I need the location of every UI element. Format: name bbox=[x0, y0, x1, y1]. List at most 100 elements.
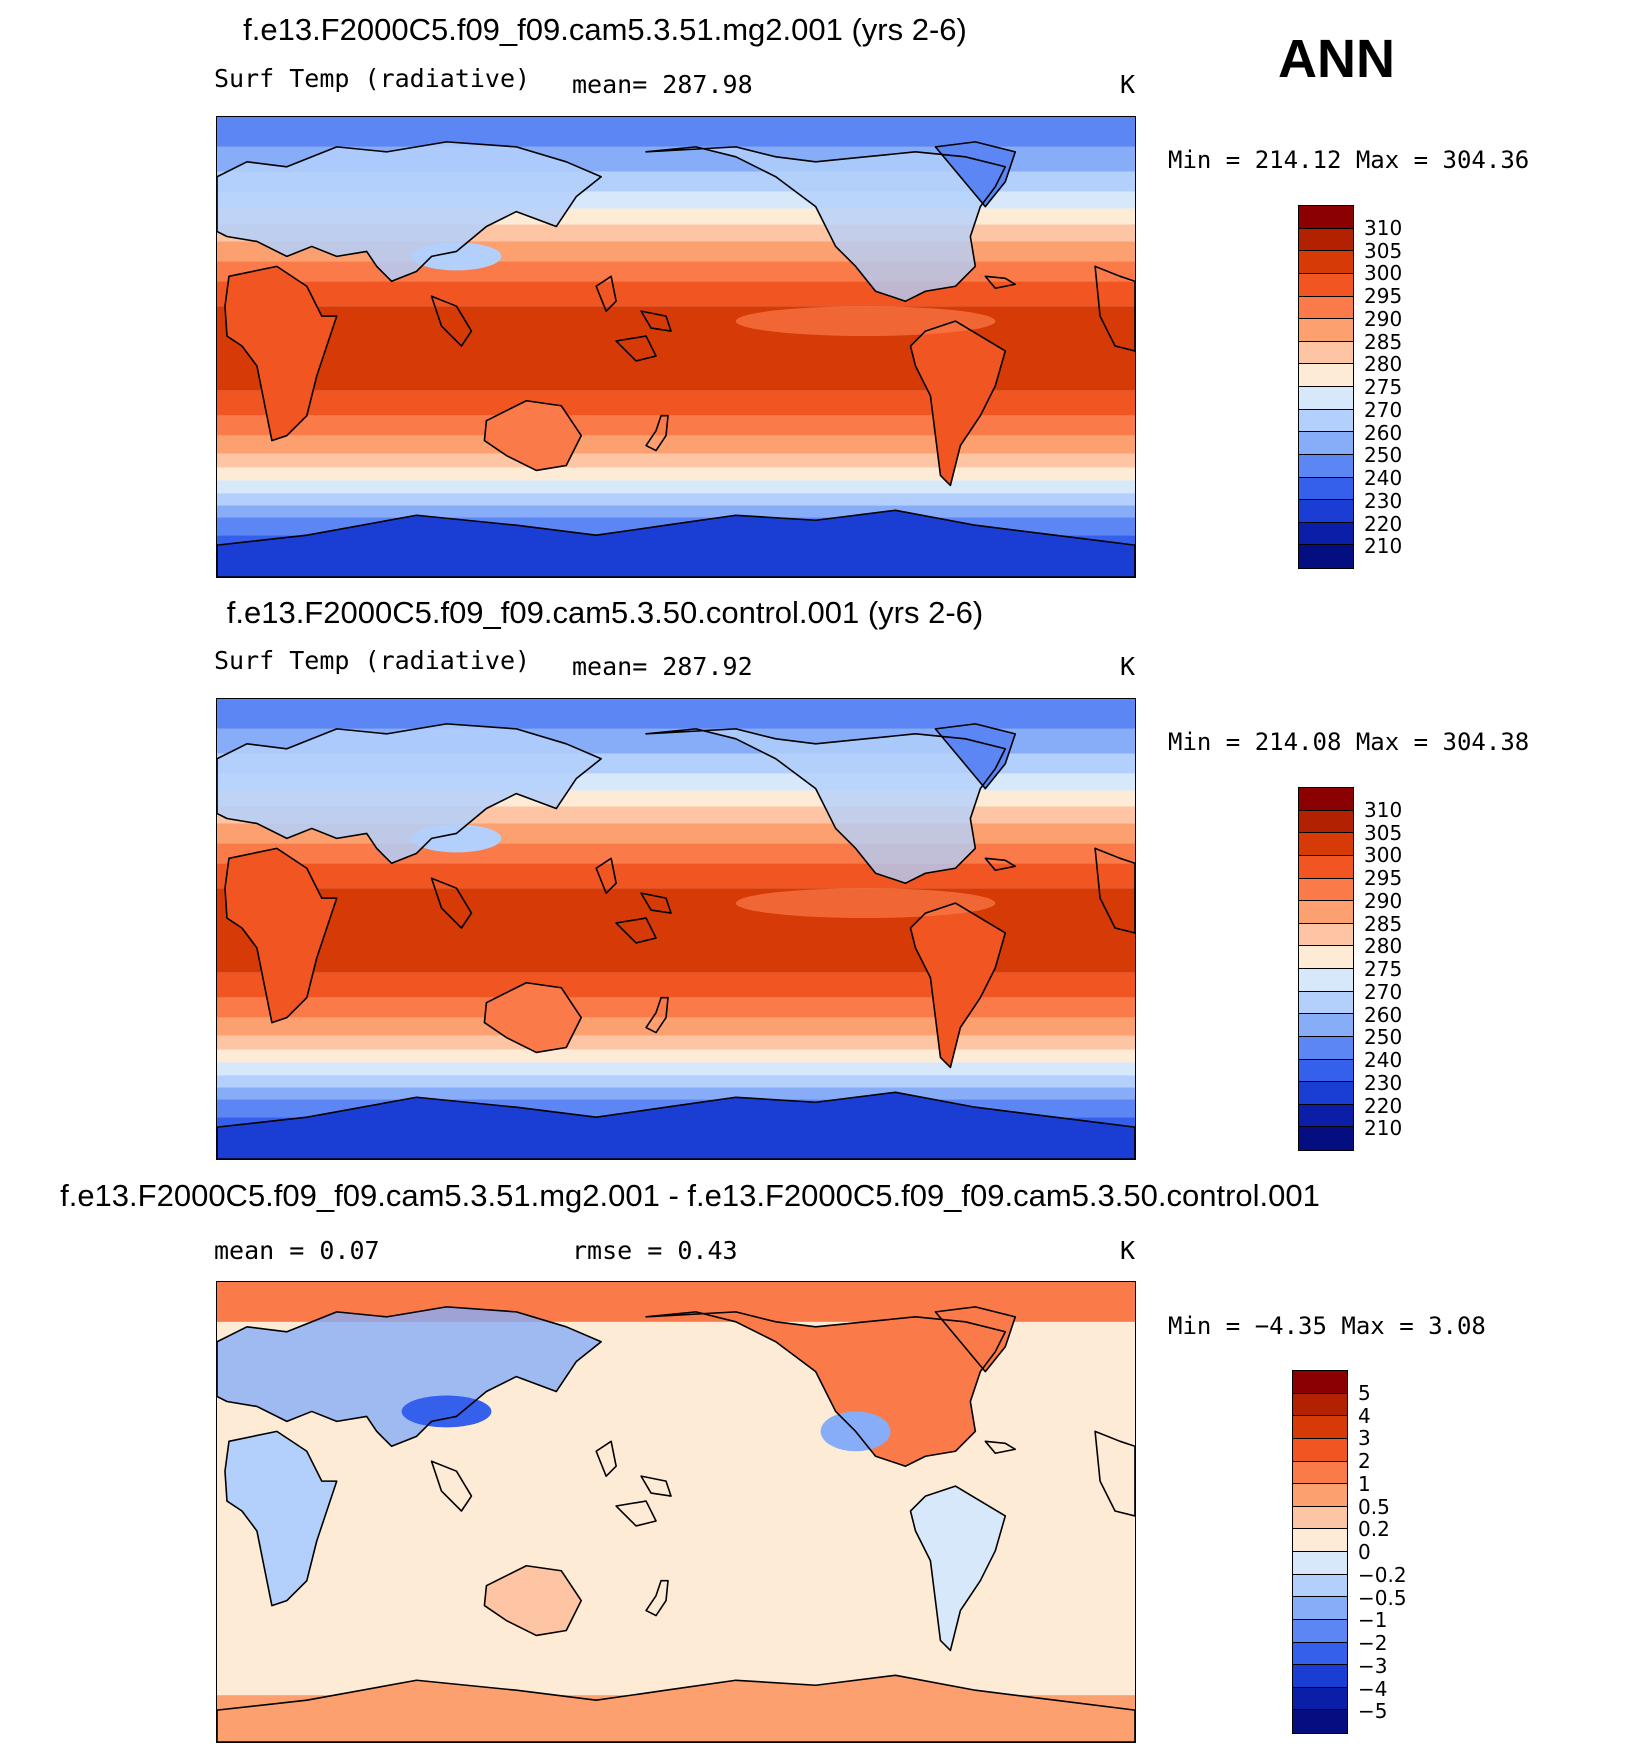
colorbar-tick-label: 3 bbox=[1358, 1426, 1371, 1451]
coastline bbox=[934, 141, 1017, 208]
colorbar-tick-label: 290 bbox=[1364, 888, 1403, 913]
colorbar-tick-label: −0.5 bbox=[1358, 1585, 1407, 1610]
colorbar-segment bbox=[1293, 1371, 1347, 1394]
australia-land bbox=[484, 982, 582, 1053]
coastline bbox=[483, 399, 583, 472]
coastline bbox=[483, 981, 583, 1054]
colorbar-segment bbox=[1293, 1665, 1347, 1688]
colorbar-segment bbox=[1293, 1461, 1347, 1485]
temperature-band bbox=[217, 390, 1135, 416]
africa-cool bbox=[224, 1431, 337, 1606]
coastline bbox=[640, 892, 672, 914]
australia-land bbox=[484, 400, 582, 471]
colorbar-segment bbox=[1293, 1574, 1347, 1598]
temperature-band bbox=[217, 863, 1135, 889]
coastline bbox=[984, 857, 1017, 872]
colorbar-tick-label: 285 bbox=[1364, 911, 1403, 936]
temperature-band bbox=[217, 415, 1135, 436]
temperature-band bbox=[217, 1017, 1135, 1036]
colorbar-segment bbox=[1299, 273, 1353, 297]
panel-2-units: K bbox=[1120, 652, 1136, 681]
coastline bbox=[217, 1091, 1135, 1159]
coastline bbox=[595, 857, 617, 894]
coastline bbox=[909, 1485, 1007, 1652]
colorbar-segment bbox=[1299, 432, 1353, 455]
temperature-band bbox=[217, 435, 1135, 454]
panel-3-map bbox=[216, 1281, 1136, 1743]
coastline bbox=[1094, 265, 1135, 352]
panel-1-map bbox=[216, 116, 1136, 578]
colorbar-segment bbox=[1299, 923, 1353, 947]
colorbar-segment bbox=[1293, 1687, 1347, 1711]
coastline bbox=[645, 1311, 1007, 1467]
colorbar-tick-label: −2 bbox=[1358, 1631, 1388, 1655]
south-america-cool bbox=[910, 1486, 1006, 1651]
colorbar-tick-label: 275 bbox=[1364, 957, 1403, 981]
panel-3-rmse-label: rmse = 0.43 bbox=[572, 1236, 738, 1265]
temperature-band bbox=[217, 493, 1135, 506]
coastline bbox=[934, 1306, 1017, 1373]
colorbar-segment bbox=[1299, 833, 1353, 856]
temperature-band bbox=[217, 453, 1135, 468]
colorbar-segment bbox=[1299, 500, 1353, 523]
africa-land bbox=[224, 848, 337, 1023]
colorbar-segment bbox=[1299, 454, 1353, 478]
temperature-band bbox=[217, 117, 1135, 147]
greenland-land bbox=[935, 723, 1016, 789]
colorbar-segment bbox=[1293, 1416, 1347, 1439]
tibet-plateau bbox=[411, 824, 502, 853]
colorbar-segment bbox=[1299, 969, 1353, 992]
temperature-band bbox=[217, 281, 1135, 307]
panel-2-variable-label: Surf Temp (radiative) bbox=[214, 646, 531, 675]
panel-3-mean-label: mean = 0.07 bbox=[214, 1236, 380, 1265]
panel-1-mean-label: mean= 287.98 bbox=[572, 70, 753, 99]
tibet-plateau bbox=[411, 242, 502, 271]
coastline bbox=[909, 320, 1007, 487]
colorbar-tick-label: 295 bbox=[1364, 866, 1403, 890]
colorbar-tick-label: 275 bbox=[1364, 375, 1403, 399]
coastline bbox=[645, 996, 669, 1034]
colorbar-segment bbox=[1299, 364, 1353, 387]
panel-2-colorbar bbox=[1298, 787, 1354, 1151]
colorbar-tick-label: 0 bbox=[1358, 1540, 1371, 1564]
colorbar-tick-label: −5 bbox=[1358, 1699, 1388, 1724]
coastline bbox=[640, 1475, 672, 1497]
colorbar-segment bbox=[1299, 901, 1353, 924]
colorbar-segment bbox=[1299, 855, 1353, 879]
panel-3-units: K bbox=[1120, 1236, 1136, 1265]
coastline bbox=[934, 723, 1017, 790]
tibet-cool bbox=[401, 1395, 492, 1428]
temperature-band bbox=[217, 1049, 1135, 1063]
coastline bbox=[615, 335, 657, 362]
colorbar-tick-label: 210 bbox=[1364, 534, 1403, 559]
coastline bbox=[645, 414, 669, 452]
colorbar-segment bbox=[1293, 1710, 1347, 1733]
panel-1-minmax: Min = 214.12 Max = 304.36 bbox=[1168, 146, 1530, 174]
colorbar-tick-label: 300 bbox=[1364, 843, 1403, 868]
south-america-land bbox=[910, 321, 1006, 486]
colorbar-segment bbox=[1299, 477, 1353, 501]
colorbar-segment bbox=[1299, 296, 1353, 320]
colorbar-segment bbox=[1293, 1484, 1347, 1507]
colorbar-segment bbox=[1299, 991, 1353, 1015]
coastline bbox=[224, 847, 338, 1024]
coastline bbox=[430, 877, 473, 929]
colorbar-tick-label: 250 bbox=[1364, 1025, 1403, 1050]
colorbar-tick-label: 240 bbox=[1364, 466, 1403, 490]
colorbar-tick-label: 295 bbox=[1364, 284, 1403, 308]
coastline bbox=[645, 1579, 669, 1617]
colorbar-tick-label: 5 bbox=[1358, 1380, 1371, 1405]
colorbar-tick-label: 270 bbox=[1364, 979, 1403, 1004]
colorbar-segment bbox=[1299, 1014, 1353, 1037]
colorbar-tick-label: 4 bbox=[1358, 1403, 1371, 1428]
temperature-band bbox=[217, 480, 1135, 494]
antarctica-land bbox=[217, 1092, 1135, 1159]
colorbar-tick-label: −4 bbox=[1358, 1676, 1388, 1701]
colorbar-segment bbox=[1293, 1438, 1347, 1462]
colorbar-segment bbox=[1293, 1529, 1347, 1552]
panel-3-title: f.e13.F2000C5.f09_f09.cam5.3.51.mg2.001 … bbox=[60, 1178, 1320, 1213]
colorbar-tick-label: 1 bbox=[1358, 1471, 1371, 1496]
panel-1-title: f.e13.F2000C5.f09_f09.cam5.3.51.mg2.001 … bbox=[243, 12, 967, 47]
antarctica-warm bbox=[217, 1675, 1135, 1742]
panel-2-mean-label: mean= 287.92 bbox=[572, 652, 753, 681]
